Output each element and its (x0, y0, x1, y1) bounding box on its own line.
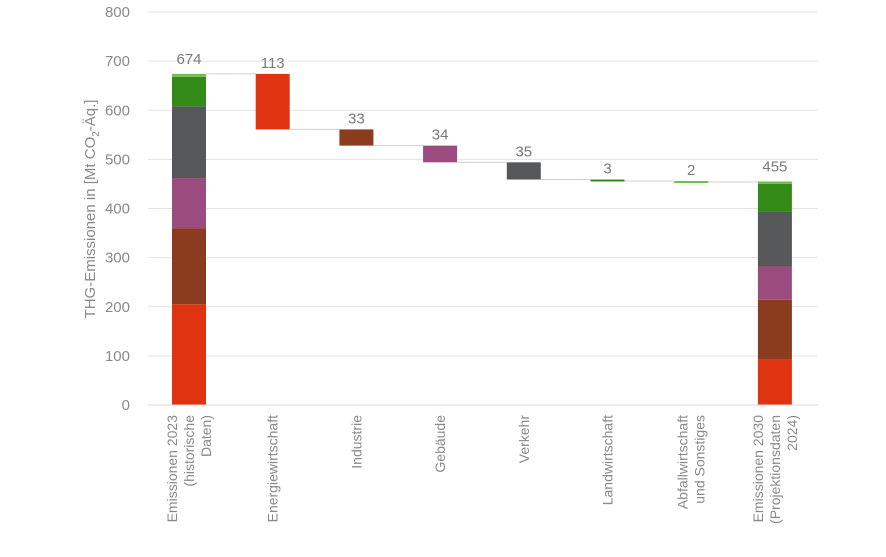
change-bar-energiewirtschaft (255, 73, 290, 130)
category-label-line: Emissionen 2030 (750, 415, 766, 523)
change-bar-gebäude (423, 145, 458, 163)
category-label-line: 2024) (784, 415, 800, 451)
category-label-line: Daten) (198, 415, 214, 457)
category-label: Landwirtschaft (600, 415, 616, 505)
stack-segment-landwirtschaft (172, 76, 206, 107)
category-label-line: Verkehr (516, 415, 532, 464)
category-label-line: Energiewirtschaft (265, 415, 281, 522)
total-value-label: 674 (176, 51, 201, 68)
y-tick-label: 400 (105, 201, 130, 218)
category-label-line: Abfallwirtschaft (675, 415, 691, 509)
y-tick-label: 200 (105, 299, 130, 316)
change-value-label: 3 (603, 161, 611, 178)
category-labels: Emissionen 2023 (historische Daten) Energie… (164, 415, 800, 524)
stack-segment-abfallwirtschaft (172, 73, 206, 77)
category-label-line: Gebäude (432, 415, 448, 473)
change-value-label: 33 (348, 110, 365, 127)
y-tick-label: 700 (105, 53, 130, 70)
stack-segment-landwirtschaft (757, 183, 792, 212)
data-labels: 674 455 113 33 34 35 3 2 (176, 51, 787, 179)
change-value-label: 34 (432, 127, 449, 144)
category-label: Energiewirtschaft (265, 415, 281, 522)
y-tick-label: 800 (105, 4, 130, 21)
y-tick-label: 600 (105, 102, 130, 119)
stack-segment-industrie (757, 299, 792, 360)
bars (172, 73, 792, 405)
y-axis-ticks: 0 100 200 300 400 500 600 700 800 (105, 4, 130, 414)
category-label: Industrie (348, 415, 364, 469)
stack-segment-verkehr (172, 106, 206, 179)
category-label-line: Emissionen 2023 (164, 415, 180, 523)
change-value-label: 113 (261, 55, 285, 72)
change-value-label: 2 (687, 162, 695, 179)
stack-segment-abfallwirtschaft (757, 181, 792, 184)
category-label: Abfallwirtschaft und Sonstiges (675, 415, 708, 509)
category-label: Emissionen 2030 (Projektionsdaten 2024) (750, 415, 800, 524)
stack-segment-energiewirtschaft (172, 304, 206, 405)
category-label: Gebäude (432, 415, 448, 473)
category-label-line: und Sonstiges (692, 415, 708, 504)
change-bar-industrie (339, 129, 374, 146)
y-axis-label: THG-Emissionen in [Mt CO2-Äq.] (82, 100, 102, 319)
connector-lines (206, 73, 758, 183)
category-label-line: Landwirtschaft (600, 415, 616, 505)
change-bar-verkehr (506, 162, 541, 180)
change-value-label: 35 (515, 143, 532, 160)
category-label-line: (historische (181, 415, 197, 487)
stack-segment-verkehr (757, 211, 792, 267)
change-bar-landwirtschaft (590, 179, 625, 182)
y-tick-label: 0 (122, 397, 130, 414)
gridlines (148, 11, 818, 357)
category-label-line: (Projektionsdaten (767, 415, 783, 524)
y-tick-label: 300 (105, 250, 130, 267)
category-label: Emissionen 2023 (historische Daten) (164, 415, 214, 523)
stack-segment-gebäude (757, 266, 792, 300)
stack-segment-energiewirtschaft (757, 359, 792, 405)
y-tick-label: 500 (105, 151, 130, 168)
category-label-line: Industrie (348, 415, 364, 469)
y-tick-label: 100 (105, 348, 130, 365)
total-value-label: 455 (762, 158, 787, 175)
change-bar-abfallwirtschaft (674, 180, 709, 183)
category-label: Verkehr (516, 415, 532, 464)
stack-segment-gebäude (172, 178, 206, 229)
stack-segment-industrie (172, 228, 206, 305)
